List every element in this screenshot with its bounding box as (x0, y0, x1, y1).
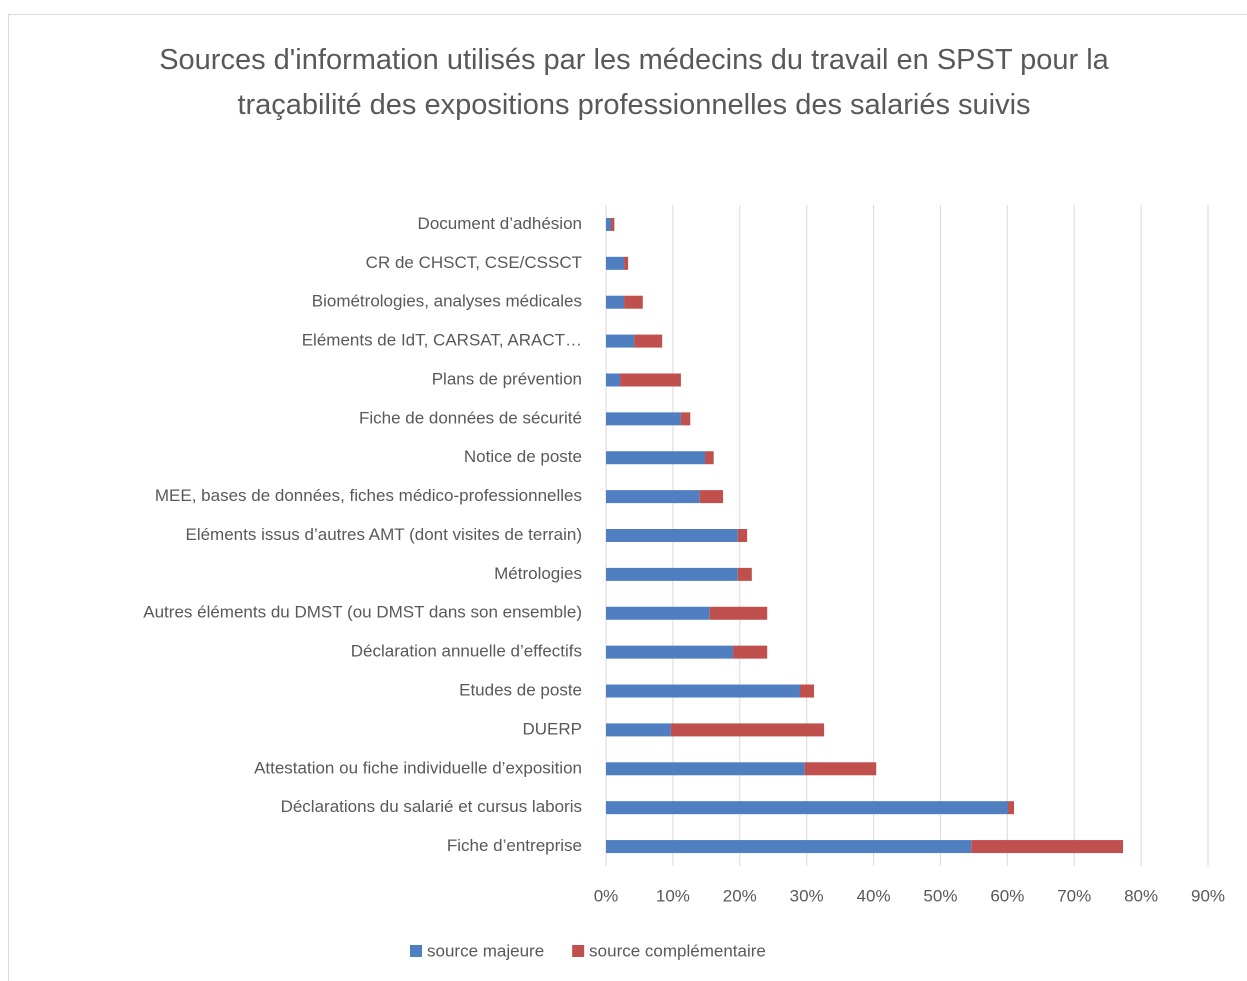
bar-segment (606, 451, 705, 465)
legend-label: source majeure (427, 941, 544, 960)
bar-segment (606, 840, 972, 854)
bar-segment (670, 723, 825, 737)
bar-segment (606, 684, 800, 698)
bar-segment (606, 529, 738, 542)
bar-segment (624, 256, 629, 270)
bar-segment (1008, 801, 1015, 815)
category-label: Attestation ou fiche individuelle d’expo… (254, 758, 582, 777)
bar-segment (606, 801, 1009, 815)
legend-swatch (572, 945, 585, 957)
bar-segment (624, 295, 643, 309)
category-label: Fiche d’entreprise (447, 836, 582, 855)
bar-segment (620, 373, 681, 387)
bar-segment (804, 762, 877, 776)
bar-segment (606, 762, 805, 776)
bar-segment (971, 840, 1124, 854)
bar-segment (606, 217, 612, 231)
bar-segment (606, 412, 681, 426)
bar-segment (704, 451, 714, 465)
category-label: Métrologies (494, 564, 582, 583)
category-label: Etudes de poste (459, 681, 582, 700)
category-label: DUERP (522, 719, 582, 738)
bar-segment (606, 373, 621, 387)
chart-title: Sources d'information utilisés par les m… (159, 44, 1109, 121)
category-label: MEE, bases de données, fiches médico-pro… (155, 486, 582, 505)
category-label: Autres éléments du DMST (ou DMST dans so… (143, 603, 582, 622)
legend-label: source complémentaire (589, 941, 766, 960)
category-label: Eléments de IdT, CARSAT, ARACT… (302, 331, 582, 350)
bar-segment (737, 529, 748, 542)
x-tick-label: 0% (594, 886, 619, 905)
bar-segment (634, 334, 663, 348)
bar-segment (709, 606, 768, 620)
bar-segment (606, 295, 625, 309)
category-label: Notice de poste (464, 447, 582, 466)
x-tick-label: 40% (857, 886, 891, 905)
bar-segment (733, 645, 768, 659)
x-tick-label: 70% (1057, 886, 1091, 905)
category-label: Déclarations du salarié et cursus labori… (281, 797, 582, 816)
category-label: Eléments issus d’autres AMT (dont visite… (185, 525, 582, 544)
bar-segment (606, 490, 700, 504)
bar-segment (611, 217, 615, 231)
category-label: Déclaration annuelle d’effectifs (351, 642, 582, 661)
bar-segment (606, 567, 738, 581)
category-label: Fiche de données de sécurité (359, 408, 582, 427)
chart-border (8, 14, 1247, 981)
x-tick-label: 50% (923, 886, 957, 905)
bar-segment (606, 723, 671, 737)
bar-segment (699, 490, 724, 504)
category-label: CR de CHSCT, CSE/CSSCT (366, 253, 582, 272)
x-tick-label: 60% (990, 886, 1024, 905)
bar-segment (799, 684, 815, 698)
category-label: Plans de prévention (432, 369, 582, 388)
legend-swatch (410, 945, 422, 957)
bar-segment (680, 412, 691, 426)
x-tick-label: 90% (1191, 886, 1225, 905)
bar-segment (737, 567, 752, 581)
x-tick-label: 80% (1124, 886, 1158, 905)
category-label: Document d’adhésion (418, 214, 582, 233)
bar-segment (606, 256, 625, 270)
x-tick-label: 30% (790, 886, 824, 905)
x-tick-label: 10% (656, 886, 690, 905)
bar-segment (606, 334, 635, 348)
category-label: Biométrologies, analyses médicales (312, 292, 582, 311)
bar-segment (606, 645, 734, 659)
bar-segment (606, 606, 710, 620)
x-tick-label: 20% (723, 886, 757, 905)
